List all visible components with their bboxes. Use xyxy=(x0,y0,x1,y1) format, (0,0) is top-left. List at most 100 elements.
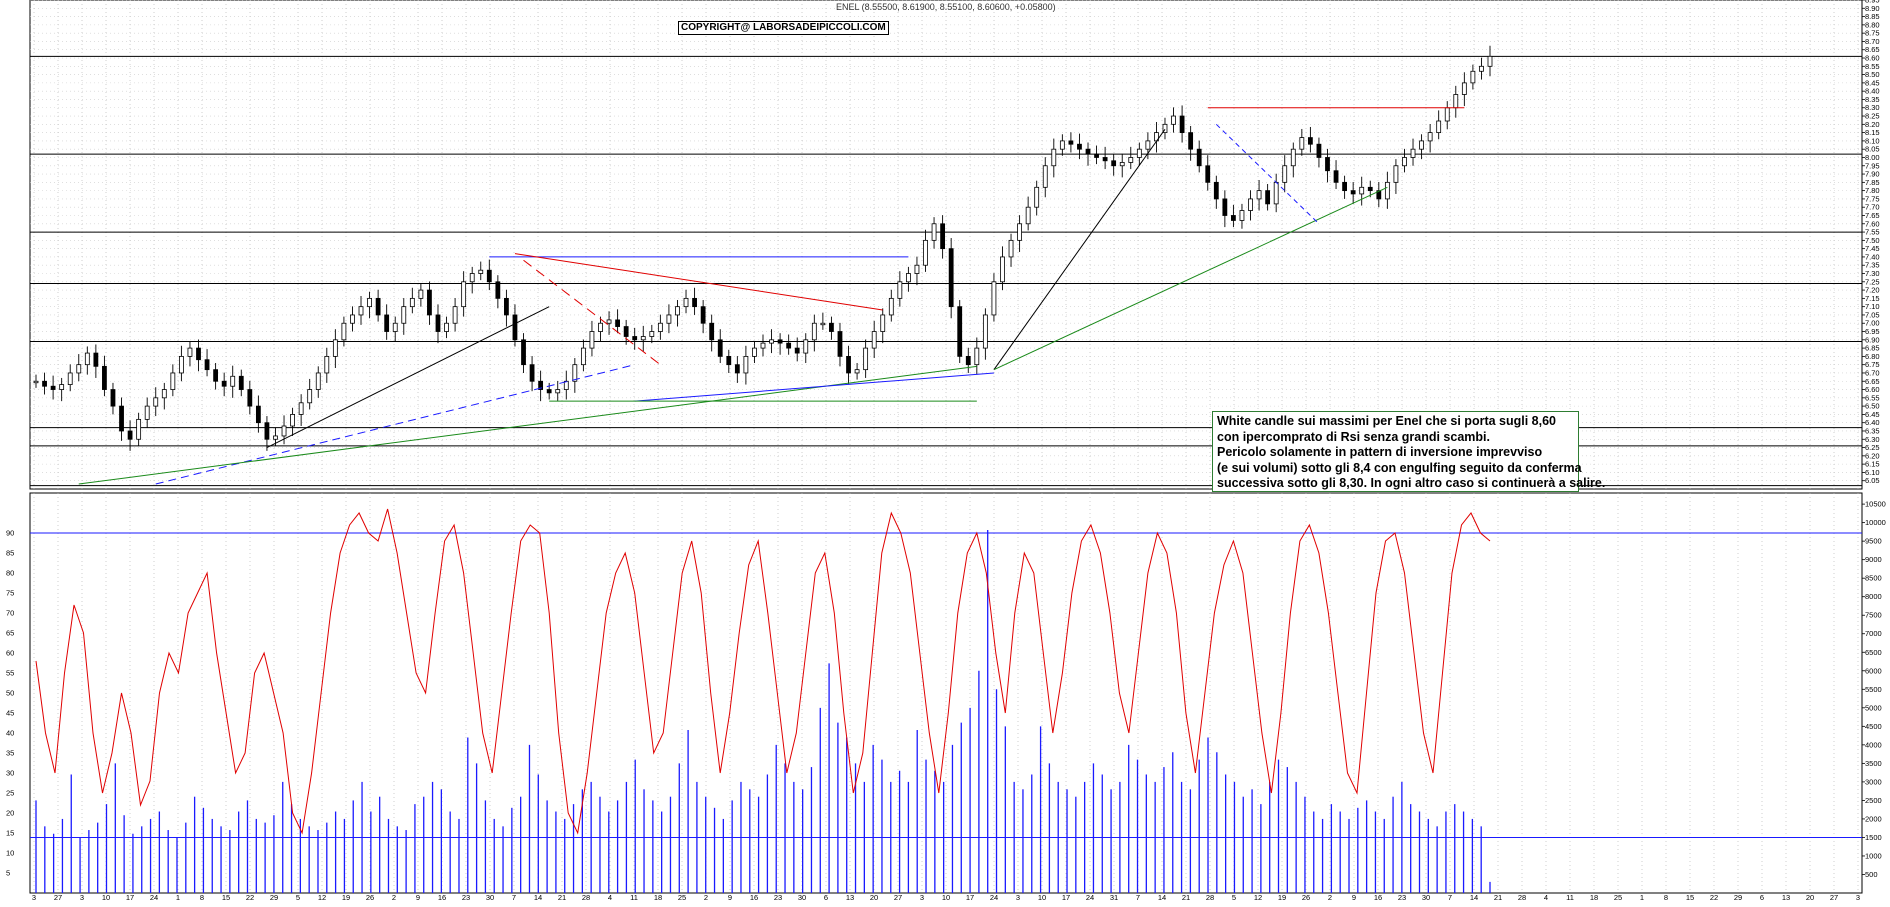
price-tick-label: 6.05 xyxy=(1865,476,1880,485)
candle-body xyxy=(1162,123,1168,134)
price-tick-label: 8.70 xyxy=(1865,37,1880,46)
x-day-label: 24 xyxy=(1086,893,1094,902)
x-day-label: 21 xyxy=(1182,893,1190,902)
candle-body xyxy=(307,389,313,404)
candle-body xyxy=(59,384,65,390)
candle-body xyxy=(84,352,90,366)
rsi-tick-label: 20 xyxy=(6,809,14,818)
price-tick-label: 7.45 xyxy=(1865,244,1880,253)
candle-body xyxy=(187,347,193,357)
candle-body xyxy=(247,389,253,407)
candle-body xyxy=(897,281,903,299)
volume-tick-label: 3000 xyxy=(1865,777,1882,786)
x-day-label: 27 xyxy=(1830,893,1838,902)
candle-body xyxy=(948,248,954,308)
candle-body xyxy=(623,326,629,337)
candle-body xyxy=(572,364,578,382)
candle-body xyxy=(367,297,372,308)
candle-body xyxy=(521,339,526,366)
volume-tick-label: 4000 xyxy=(1865,740,1882,749)
candle-body xyxy=(965,355,971,366)
candle-body xyxy=(435,314,441,332)
rsi-tick-label: 40 xyxy=(6,729,14,738)
candle-body xyxy=(632,336,638,341)
candle-body xyxy=(324,355,330,374)
candle-body xyxy=(803,339,809,354)
volume-tick-label: 7500 xyxy=(1865,611,1882,620)
x-day-label: 23 xyxy=(462,893,470,902)
rsi-tick-label: 60 xyxy=(6,649,14,658)
candle-body xyxy=(384,314,390,332)
volume-tick-label: 6500 xyxy=(1865,648,1882,657)
x-day-label: 15 xyxy=(222,893,230,902)
volume-tick-label: 7000 xyxy=(1865,629,1882,638)
candle-body xyxy=(93,352,99,367)
price-tick-label: 6.65 xyxy=(1865,377,1880,386)
candle-body xyxy=(144,405,150,420)
candle-body xyxy=(1231,215,1236,221)
candle-body xyxy=(1487,55,1493,67)
price-tick-label: 7.95 xyxy=(1865,161,1880,170)
annotation-box: White candle sui massimi per Enel che si… xyxy=(1212,411,1605,492)
candle-body xyxy=(1136,148,1142,158)
rsi-tick-label: 75 xyxy=(6,589,14,598)
candle-body xyxy=(888,297,894,316)
volume-tick-label: 9500 xyxy=(1865,537,1882,546)
long-green-trendline xyxy=(78,365,977,485)
rsi-tick-label: 45 xyxy=(6,709,14,718)
x-day-label: 17 xyxy=(1062,893,1070,902)
volume-tick-label: 4500 xyxy=(1865,722,1882,731)
candle-body xyxy=(478,269,484,274)
candle-body xyxy=(50,385,56,390)
x-day-label: 3 xyxy=(1856,893,1860,902)
candle-body xyxy=(1077,143,1082,150)
candle-body xyxy=(1419,140,1424,150)
candle-body xyxy=(401,306,407,324)
candle-body xyxy=(196,347,201,361)
x-day-label: 13 xyxy=(846,893,854,902)
candle-body xyxy=(1359,186,1365,195)
candle-body xyxy=(1333,170,1339,183)
x-day-label: 2 xyxy=(392,893,396,902)
x-day-label: 16 xyxy=(1374,893,1382,902)
axis-layer: 3 27 3 10 17 24 1 8 15 22 29 5 12 19 26 2 9 16 23 30 7 14 21 28… xyxy=(6,0,1886,907)
candle-body xyxy=(863,347,869,371)
candle-body xyxy=(1410,148,1416,158)
x-day-label: 10 xyxy=(102,893,110,902)
candle-body xyxy=(982,314,988,349)
x-day-label: 29 xyxy=(270,893,278,902)
price-tick-label: 7.20 xyxy=(1865,286,1880,295)
price-tick-label: 6.15 xyxy=(1865,460,1880,469)
candle-body xyxy=(264,422,270,440)
x-day-label: 3 xyxy=(920,893,924,902)
grid-layer xyxy=(29,0,1863,894)
volume-tick-label: 8000 xyxy=(1865,592,1882,601)
x-day-label: 20 xyxy=(1806,893,1814,902)
x-day-label: 24 xyxy=(150,893,158,902)
candle-body xyxy=(940,223,946,250)
candle-body xyxy=(1427,132,1433,142)
candle-body xyxy=(1436,120,1442,134)
x-day-label: 18 xyxy=(1590,893,1598,902)
x-day-label: 30 xyxy=(1422,893,1430,902)
candle-body xyxy=(1290,148,1296,167)
price-tick-label: 6.95 xyxy=(1865,327,1880,336)
candle-body xyxy=(1042,165,1048,188)
candle-body xyxy=(880,314,886,332)
price-tick-label: 7.30 xyxy=(1865,269,1880,278)
price-tick-label: 8.00 xyxy=(1865,153,1880,162)
candle-body xyxy=(683,297,689,308)
price-tick-label: 7.35 xyxy=(1865,261,1880,270)
x-day-label: 18 xyxy=(654,893,662,902)
candle-body xyxy=(33,380,39,384)
candle-body xyxy=(290,414,295,427)
rsi-tick-label: 30 xyxy=(6,769,14,778)
x-day-label: 3 xyxy=(1016,893,1020,902)
candle-body xyxy=(580,347,586,366)
price-tick-label: 8.05 xyxy=(1865,145,1880,154)
candle-body xyxy=(42,380,47,387)
price-tick-label: 7.70 xyxy=(1865,203,1880,212)
price-tick-label: 6.40 xyxy=(1865,418,1880,427)
x-day-label: 5 xyxy=(1232,893,1236,902)
